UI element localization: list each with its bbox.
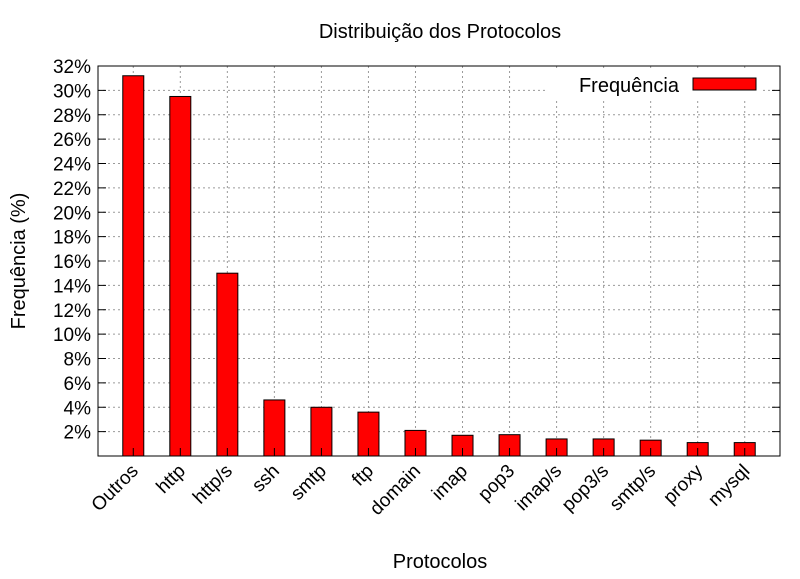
y-tick-label: 10% [53, 325, 91, 346]
chart-title: Distribuição dos Protocolos [319, 21, 561, 43]
x-tick-label: pop3/s [558, 461, 613, 516]
y-tick-label: 14% [53, 276, 91, 297]
x-tick-label: imap [428, 461, 472, 505]
y-tick-label: 20% [53, 203, 91, 224]
y-tick-label: 8% [64, 350, 92, 371]
y-tick-label: 22% [53, 179, 91, 200]
y-tick-label: 4% [64, 398, 92, 419]
y-axis-ticks: 2% 4% 6% 8% 10% 12% 14% 16% 18% 20% 22% 24% 26% 28% 30… [53, 57, 780, 444]
legend: Frequência [548, 70, 760, 100]
y-tick-label: 16% [53, 252, 91, 273]
x-tick-label: proxy [660, 460, 708, 508]
bar-outros [122, 75, 145, 457]
x-tick-label: imap/s [512, 461, 566, 515]
y-axis-label: Frequência (%) [8, 193, 30, 330]
bar-http [169, 95, 192, 457]
y-tick-label: 32% [53, 57, 91, 78]
x-tick-label: ssh [248, 461, 284, 497]
x-tick-label: smtp [287, 461, 331, 505]
y-tick-label: 2% [64, 423, 92, 444]
x-tick-label: ftp [348, 461, 378, 491]
x-tick-label: smtp/s [606, 461, 660, 515]
y-tick-label: 6% [64, 374, 92, 395]
x-tick-label: http [153, 461, 190, 498]
bar-http-s [216, 272, 239, 457]
x-tick-label: mysql [704, 461, 754, 511]
legend-label: Frequência [579, 75, 680, 97]
x-axis-label: Protocolos [393, 551, 488, 573]
y-tick-label: 28% [53, 106, 91, 127]
y-tick-label: 26% [53, 130, 91, 151]
bars [122, 75, 756, 457]
x-tick-label: Outros [88, 461, 143, 516]
y-tick-label: 30% [53, 81, 91, 102]
y-tick-label: 24% [53, 155, 91, 176]
x-tick-label: http/s [189, 461, 237, 509]
y-tick-label: 12% [53, 301, 91, 322]
y-tick-label: 18% [53, 228, 91, 249]
legend-swatch [692, 77, 757, 91]
grid-lines [98, 66, 780, 456]
x-tick-label: domain [366, 461, 425, 520]
bar-ssh [263, 399, 286, 457]
